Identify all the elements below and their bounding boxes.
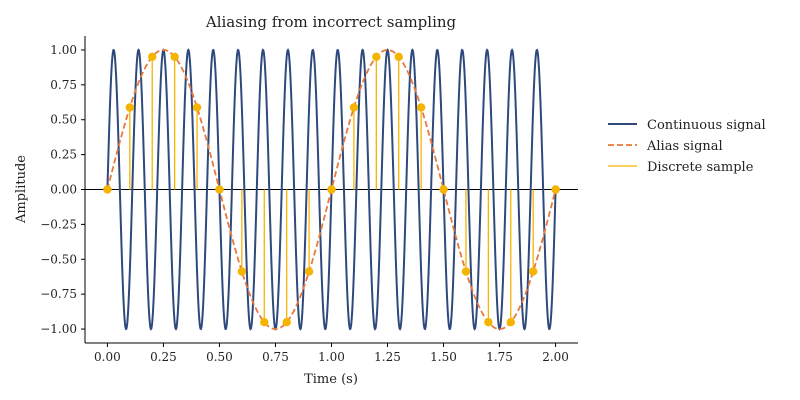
x-tick-label: 2.00 bbox=[542, 350, 569, 364]
legend: Continuous signal Alias signal Discrete … bbox=[608, 118, 766, 175]
x-tick-label: 1.75 bbox=[486, 350, 513, 364]
sample-point bbox=[215, 185, 224, 194]
y-tick-label: 0.25 bbox=[50, 148, 77, 162]
y-tick-label: 1.00 bbox=[50, 43, 77, 57]
x-tick-label: 0.50 bbox=[206, 350, 233, 364]
y-tick-label: 0.50 bbox=[50, 113, 77, 127]
legend-label-sample: Discrete sample bbox=[647, 160, 754, 175]
sample-point bbox=[528, 267, 538, 276]
x-tick-label: 1.50 bbox=[430, 350, 457, 364]
sample-stems bbox=[129, 56, 534, 323]
y-tick-label: −0.75 bbox=[40, 287, 77, 301]
x-tick-label: 0.00 bbox=[94, 350, 121, 364]
y-tick-label: −0.25 bbox=[40, 217, 77, 231]
sample-point bbox=[439, 185, 448, 194]
y-tick-label: −0.50 bbox=[40, 252, 77, 266]
sample-point bbox=[304, 267, 314, 276]
chart-title: Aliasing from incorrect sampling bbox=[205, 13, 457, 31]
sample-point bbox=[461, 267, 471, 276]
sample-point bbox=[372, 52, 381, 61]
sample-point bbox=[192, 103, 202, 112]
x-tick-label: 1.00 bbox=[318, 350, 345, 364]
sample-point bbox=[148, 52, 157, 61]
sample-point bbox=[282, 318, 291, 327]
sample-point bbox=[349, 103, 359, 112]
y-tick-label: −1.00 bbox=[40, 322, 77, 336]
sample-point bbox=[416, 103, 426, 112]
sample-point bbox=[103, 185, 112, 194]
x-axis-label: Time (s) bbox=[304, 372, 358, 387]
sample-point bbox=[484, 318, 493, 327]
legend-label-continuous: Continuous signal bbox=[647, 118, 766, 133]
sample-point bbox=[260, 318, 269, 327]
sample-point bbox=[327, 185, 336, 194]
y-axis-label: Amplitude bbox=[14, 155, 29, 224]
legend-label-alias: Alias signal bbox=[646, 139, 723, 154]
sample-point bbox=[125, 103, 135, 112]
x-tick-label: 0.75 bbox=[262, 350, 289, 364]
sample-point bbox=[394, 52, 403, 61]
x-tick-label: 1.25 bbox=[374, 350, 401, 364]
x-tick-label: 0.25 bbox=[150, 350, 177, 364]
axis-ticks: 0.00 0.25 0.50 0.75 1.00 1.25 1.50 1.75 2.00 −1.0… bbox=[40, 43, 569, 364]
y-tick-label: 0.00 bbox=[50, 183, 77, 197]
sample-point bbox=[551, 185, 560, 194]
sample-markers bbox=[103, 52, 560, 327]
plot-area: 0.00 0.25 0.50 0.75 1.00 1.25 1.50 1.75 2.00 −1.0… bbox=[40, 36, 578, 364]
sample-point bbox=[237, 267, 247, 276]
y-tick-label: 0.75 bbox=[50, 78, 77, 92]
sample-point bbox=[170, 52, 179, 61]
sample-point bbox=[506, 318, 515, 327]
